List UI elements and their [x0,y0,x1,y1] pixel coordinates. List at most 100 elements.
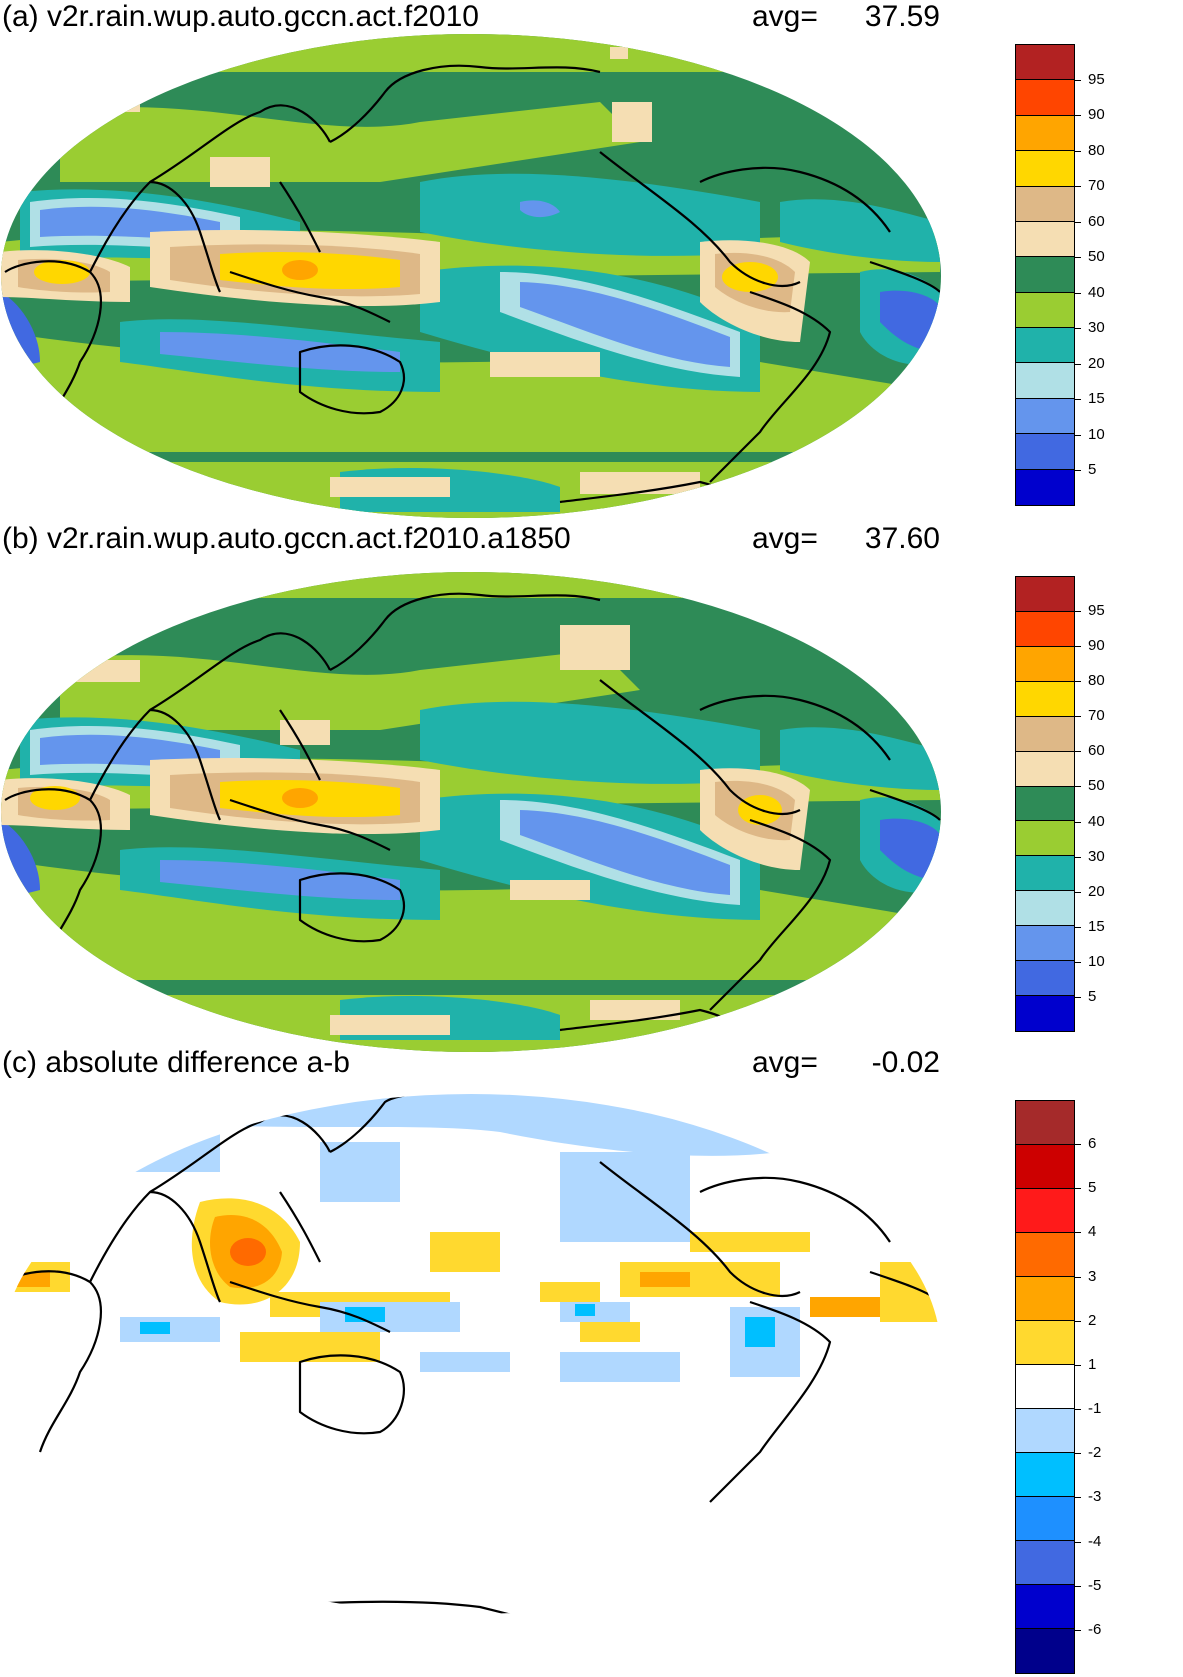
colorbar-label: 10 [1088,425,1105,443]
colorbar-tick [1075,434,1081,436]
colorbar-tick [1075,257,1081,259]
colorbar-tick [1075,996,1081,998]
colorbar-swatch [1016,1189,1074,1233]
colorbar-tick [1075,611,1081,613]
colorbar-tick [1075,1364,1081,1366]
colorbar-label: -4 [1088,1532,1102,1550]
colorbar-label: 5 [1088,987,1097,1005]
colorbar-tick [1075,1497,1081,1499]
colorbar-tick [1075,115,1081,117]
colorbar-swatch [1016,328,1074,364]
colorbar-swatch [1016,1321,1074,1365]
colorbar-tick [1075,1585,1081,1587]
colorbar-tick [1075,1409,1081,1411]
colorbar-tick [1075,786,1081,788]
colorbar-tick [1075,716,1081,718]
precipitation-map [1,34,941,518]
colorbar-swatch [1016,1101,1074,1145]
colorbar-swatch [1016,1453,1074,1497]
colorbar-swatch [1016,1409,1074,1453]
colorbar-swatch [1016,926,1074,962]
colorbar-label: 80 [1088,672,1105,690]
colorbar-tick [1075,399,1081,401]
avg-label: avg= [752,522,818,555]
colorbar-label: 20 [1088,882,1105,900]
colorbar-label: 30 [1088,847,1105,865]
colorbar-swatch [1016,80,1074,116]
colorbar-swatch [1016,1277,1074,1321]
colorbar-swatch [1016,292,1074,329]
colorbar-tick [1075,221,1081,223]
colorbar-tick [1075,150,1081,152]
colorbar-swatch [1016,398,1074,435]
colorbar-label: 50 [1088,777,1105,795]
colorbar-tick [1075,926,1081,928]
colorbar-swatch [1016,856,1074,892]
colorbar-label: 60 [1088,212,1105,230]
colorbar-tick [1075,1188,1081,1190]
colorbar-label: 10 [1088,952,1105,970]
colorbar-tick [1075,328,1081,330]
colorbar-swatch [1016,996,1074,1031]
colorbar-tick [1075,1541,1081,1543]
colorbar-swatch [1016,1585,1074,1629]
colorbar-label: 70 [1088,707,1105,725]
precipitation-map [1,572,941,1052]
avg-label: avg= [752,0,818,33]
colorbar-tick [1075,961,1081,963]
colorbar-swatch [1016,115,1074,152]
colorbar-swatch [1016,891,1074,927]
colorbar-label: -5 [1088,1576,1102,1594]
panel-title: (b) v2r.rain.wup.auto.gccn.act.f2010.a18… [2,522,571,555]
colorbar-label: 6 [1088,1135,1097,1153]
colorbar-label: 50 [1088,248,1105,266]
colorbar-label: 40 [1088,812,1105,830]
panel-a: (a) v2r.rain.wup.auto.gccn.act.f2010 avg… [0,0,1183,520]
colorbar-tick [1075,470,1081,472]
difference-map [1,1094,941,1614]
panel-title: (a) v2r.rain.wup.auto.gccn.act.f2010 [2,0,479,33]
colorbar-swatch [1016,1365,1074,1409]
panel-b: (b) v2r.rain.wup.auto.gccn.act.f2010.a18… [0,522,1183,1052]
colorbar-tick [1075,891,1081,893]
colorbar-swatch [1016,1541,1074,1585]
colorbar-swatch [1016,434,1074,470]
colorbar-swatch [1016,786,1074,822]
colorbar-tick [1075,856,1081,858]
colorbar-label: 90 [1088,106,1105,124]
colorbar-label: 95 [1088,602,1105,620]
colorbar-tick [1075,1276,1081,1278]
colorbar-tick [1075,79,1081,81]
colorbar-label: -1 [1088,1400,1102,1418]
colorbar-label: 3 [1088,1267,1097,1285]
colorbar-swatch [1016,1629,1074,1673]
colorbar-label: 40 [1088,283,1105,301]
colorbar-swatch [1016,821,1074,857]
colorbar-tick [1075,1144,1081,1146]
colorbar-swatch [1016,611,1074,647]
colorbar-swatch [1016,1145,1074,1189]
colorbar-label: 80 [1088,141,1105,159]
colorbar-swatch [1016,646,1074,682]
colorbar-label: 15 [1088,390,1105,408]
colorbar-tick [1075,186,1081,188]
colorbar-label: -3 [1088,1488,1102,1506]
colorbar [1015,1100,1075,1674]
colorbar-label: 95 [1088,70,1105,88]
avg-value: 37.60 [864,522,940,555]
colorbar-tick [1075,681,1081,683]
colorbar-swatch [1016,751,1074,787]
colorbar-label: 1 [1088,1355,1097,1373]
colorbar-label: 30 [1088,319,1105,337]
colorbar-swatch [1016,151,1074,187]
colorbar-label: 5 [1088,461,1097,479]
colorbar-swatch [1016,469,1074,505]
colorbar-swatch [1016,257,1074,293]
panel-c: (c) absolute difference a-b avg= -0.02 [0,1046,1183,1676]
colorbar-label: 2 [1088,1311,1097,1329]
avg-value: -0.02 [871,1046,940,1079]
colorbar-swatch [1016,1497,1074,1541]
colorbar-tick [1075,646,1081,648]
colorbar-label: 15 [1088,917,1105,935]
avg-label: avg= [752,1046,818,1079]
